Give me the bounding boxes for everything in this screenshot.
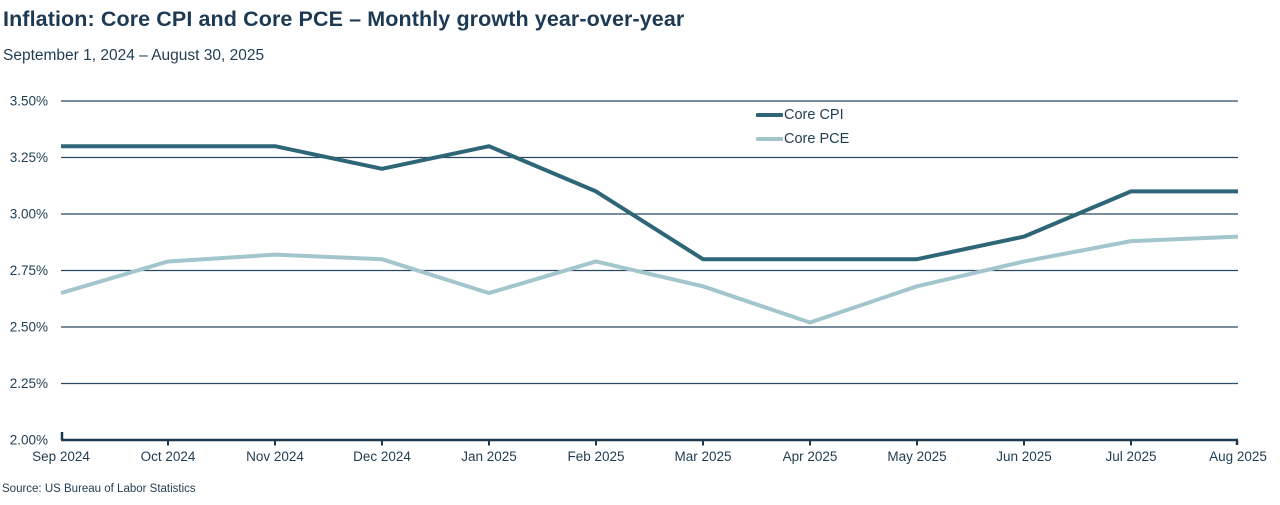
y-tick-label: 2.00% xyxy=(10,433,48,448)
x-tick-label: Sep 2024 xyxy=(32,449,90,464)
x-tick-label: Jan 2025 xyxy=(461,449,517,464)
x-tick-label: Jun 2025 xyxy=(996,449,1052,464)
core-cpi-line xyxy=(61,144,1238,262)
x-tick-label: May 2025 xyxy=(887,449,946,464)
core-pce-line xyxy=(60,234,1239,325)
core-cpi-line-swatch xyxy=(756,113,783,117)
chart-title: Inflation: Core CPI and Core PCE – Month… xyxy=(3,7,685,31)
legend-item-core-cpi: Core CPI xyxy=(756,104,849,126)
chart-subtitle: September 1, 2024 – August 30, 2025 xyxy=(3,47,265,64)
x-tick-label: Mar 2025 xyxy=(674,449,731,464)
x-tick-label: Feb 2025 xyxy=(567,449,624,464)
x-tick-label: Jul 2025 xyxy=(1105,449,1156,464)
x-tick-label: Apr 2025 xyxy=(783,449,838,464)
x-tick-label: Nov 2024 xyxy=(246,449,304,464)
y-tick-label: 2.75% xyxy=(10,263,48,278)
y-tick-label: 2.25% xyxy=(10,376,48,391)
source-note: Source: US Bureau of Labor Statistics xyxy=(2,483,196,495)
x-tick-label: Aug 2025 xyxy=(1209,449,1267,464)
x-tick-label: Dec 2024 xyxy=(353,449,411,464)
x-tick-label: Oct 2024 xyxy=(141,449,196,464)
y-tick-label: 3.25% xyxy=(10,150,48,165)
chart-legend: Core CPI Core PCE xyxy=(756,104,849,150)
core-pce-line-swatch xyxy=(756,137,783,141)
legend-label-core-pce: Core PCE xyxy=(784,131,850,147)
legend-label-core-cpi: Core CPI xyxy=(784,107,844,123)
y-tick-label: 3.50% xyxy=(10,94,48,109)
legend-item-core-pce: Core PCE xyxy=(756,128,849,150)
y-tick-label: 2.50% xyxy=(10,320,48,335)
y-tick-label: 3.00% xyxy=(10,207,48,222)
